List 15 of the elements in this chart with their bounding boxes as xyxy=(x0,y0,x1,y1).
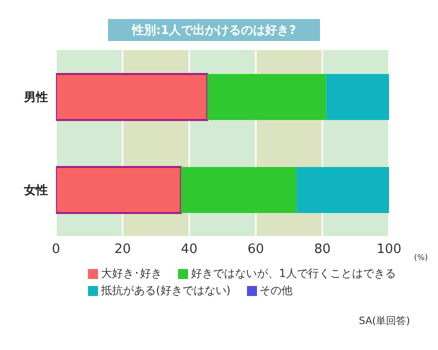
x-tick-label: 80 xyxy=(314,242,331,258)
legend-label: 好きではないが、1人で行くことはできる xyxy=(191,266,396,281)
x-tick-label: 100 xyxy=(376,242,402,258)
y-tick-label: 女性 xyxy=(23,182,48,197)
x-tick-label: 0 xyxy=(52,242,60,258)
legend-label: その他 xyxy=(260,283,293,298)
x-axis-title: (%) xyxy=(414,253,428,262)
y-tick-label: 男性 xyxy=(23,90,48,104)
chart-title: 性別:1人で出かけるのは好き? xyxy=(108,19,320,41)
legend-label: 抵抗がある(好きではない) xyxy=(101,283,231,298)
x-tick-label: 40 xyxy=(180,242,198,258)
text: SA(単回答) xyxy=(358,315,410,328)
legend-label: 大好き･好き xyxy=(101,266,162,281)
x-tick-label: 60 xyxy=(248,242,264,258)
x-tick-label: 20 xyxy=(114,242,131,258)
